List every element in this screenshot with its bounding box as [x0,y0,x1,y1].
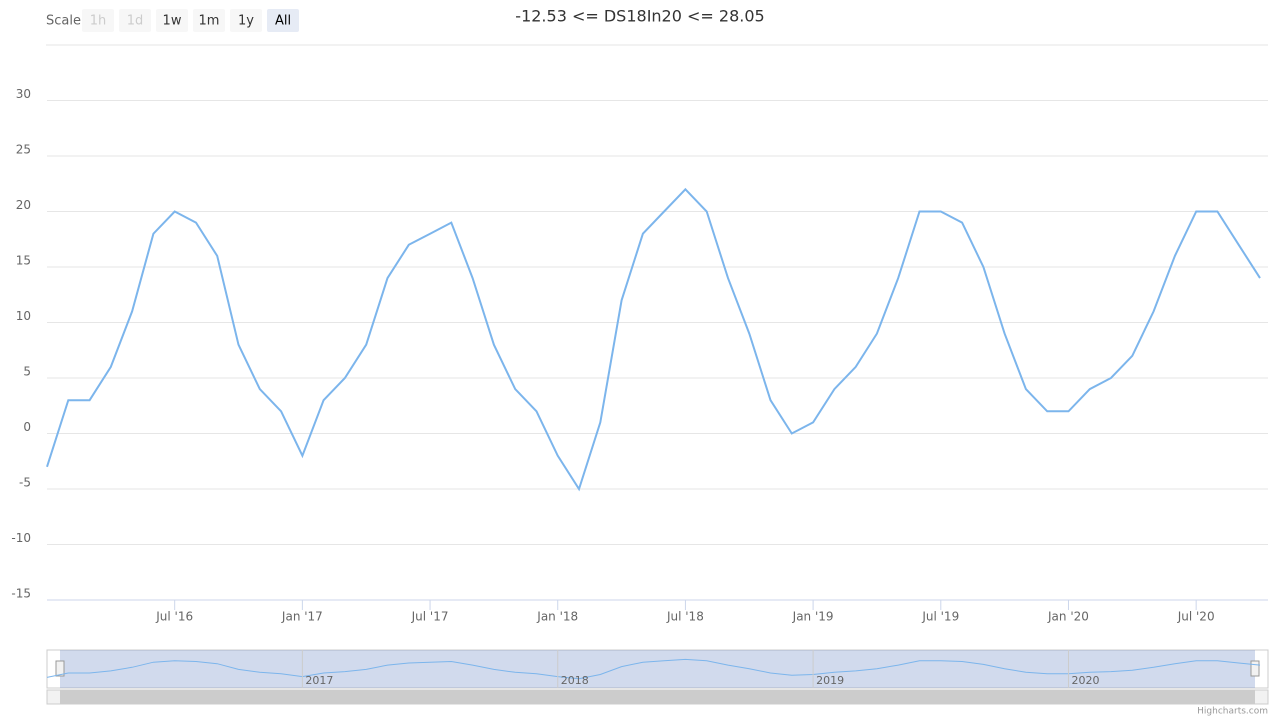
x-tick-label: Jan '17 [281,610,323,624]
range-button-label[interactable]: 1d [127,14,144,29]
range-button-label[interactable]: 1h [90,14,107,29]
y-tick-label: 20 [16,198,31,212]
series-line [46,187,1261,492]
range-label: Scale [46,14,81,29]
navigator-label: 2019 [816,674,844,687]
x-tick-label: Jul '16 [155,610,193,624]
range-button-label[interactable]: All [275,14,291,29]
x-tick-label: Jul '20 [1177,610,1215,624]
navigator-handle[interactable] [55,660,65,677]
x-tick-label: Jul '19 [921,610,959,624]
chart-title: -12.53 <= DS18In20 <= 28.05 [515,7,764,26]
credits[interactable]: Highcharts.com [1197,707,1268,717]
range-button-label[interactable]: 1w [163,14,182,29]
range-button[interactable] [267,9,299,32]
navigator-label: 2020 [1071,674,1099,687]
range-button[interactable] [193,9,225,32]
y-tick-label: -15 [11,587,31,601]
y-tick-label: 10 [16,309,31,323]
navigator-handle[interactable] [1250,660,1260,677]
x-tick-label: Jul '17 [411,610,449,624]
x-tick-label: Jan '18 [536,610,578,624]
range-button[interactable] [119,9,151,32]
y-tick-label: -5 [19,476,31,490]
y-tick-label: -10 [11,531,31,545]
y-tick-label: 0 [23,420,31,434]
y-tick-label: 15 [16,254,31,268]
y-tick-label: 30 [16,87,31,101]
range-button-label[interactable]: 1m [199,14,220,29]
range-button[interactable] [230,9,262,32]
navigator-line [46,658,1261,680]
navigator-label: 2017 [305,674,333,687]
navigator[interactable] [46,649,1269,689]
range-button[interactable] [82,9,114,32]
x-tick-label: Jul '18 [666,610,704,624]
range-button[interactable] [156,9,188,32]
scrollbar-thumb[interactable] [60,690,1255,704]
range-button-label[interactable]: 1y [238,14,254,29]
navigator-label: 2018 [561,674,589,687]
navigator-mask[interactable] [60,650,1255,688]
y-tick-label: 25 [16,143,31,157]
y-tick-label: 5 [23,365,31,379]
x-tick-label: Jan '20 [1047,610,1089,624]
x-tick-label: Jan '19 [792,610,834,624]
